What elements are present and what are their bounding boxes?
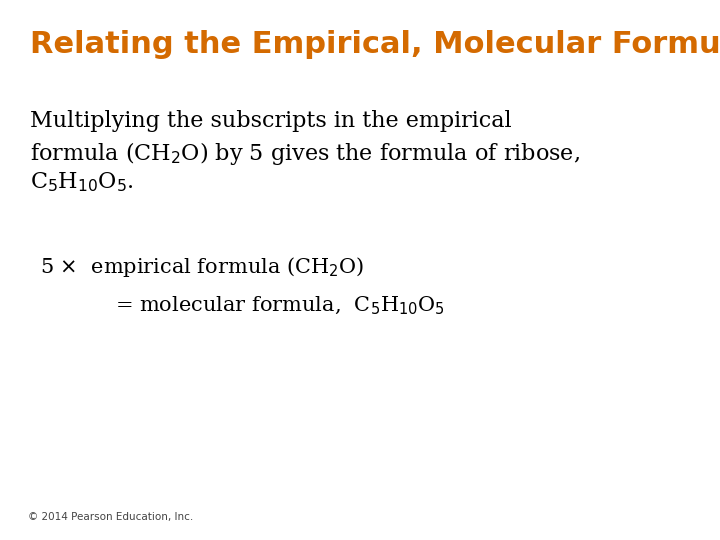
Text: Relating the Empirical, Molecular Formula: Relating the Empirical, Molecular Formul… <box>30 30 720 59</box>
Text: formula (CH$_2$O) by 5 gives the formula of ribose,: formula (CH$_2$O) by 5 gives the formula… <box>30 140 580 167</box>
Text: = molecular formula,  C$_5$H$_{10}$O$_5$: = molecular formula, C$_5$H$_{10}$O$_5$ <box>115 295 445 317</box>
Text: Multiplying the subscripts in the empirical: Multiplying the subscripts in the empiri… <box>30 110 512 132</box>
Text: 5 $\times$  empirical formula (CH$_2$O): 5 $\times$ empirical formula (CH$_2$O) <box>40 255 364 279</box>
Text: © 2014 Pearson Education, Inc.: © 2014 Pearson Education, Inc. <box>28 512 193 522</box>
Text: C$_5$H$_{10}$O$_5$.: C$_5$H$_{10}$O$_5$. <box>30 170 134 194</box>
